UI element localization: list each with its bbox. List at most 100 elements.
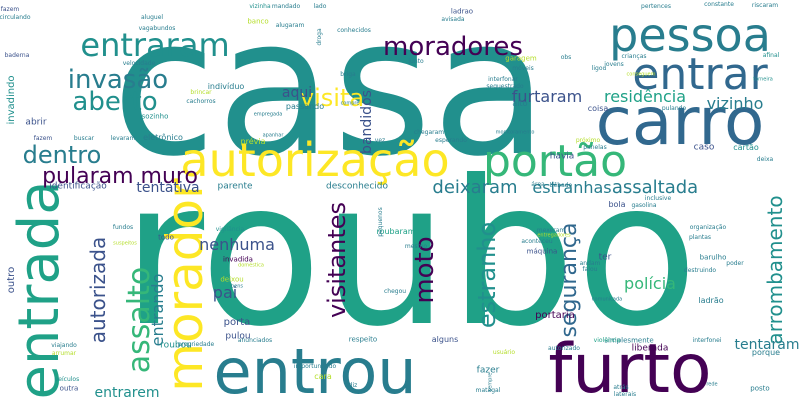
cloud-word: buscar xyxy=(73,135,95,142)
cloud-word: desconhecido xyxy=(325,181,389,192)
cloud-word: entrarem xyxy=(94,385,160,400)
cloud-word: ter xyxy=(598,252,612,263)
cloud-word: falou xyxy=(582,266,598,273)
cloud-word: furto xyxy=(548,330,712,400)
cloud-word: interfonar xyxy=(488,76,518,83)
cloud-word: levaram xyxy=(110,135,136,142)
cloud-word: pularam muro xyxy=(42,164,198,189)
cloud-word: dentro xyxy=(22,141,102,169)
cloud-word: junto xyxy=(408,58,424,65)
cloud-word: diz xyxy=(348,382,358,389)
cloud-word: móveis xyxy=(512,65,534,72)
cloud-word: invadindo xyxy=(6,75,17,125)
cloud-word: portão xyxy=(482,136,628,187)
cloud-word: pequenos xyxy=(377,207,384,237)
cloud-word: tentativa xyxy=(136,180,200,196)
cloud-word: interfonei xyxy=(692,337,722,344)
cloud-word: posto xyxy=(750,384,770,393)
cloud-word: droga xyxy=(316,28,323,46)
cloud-word: respeito xyxy=(348,335,378,344)
cloud-word: laterais xyxy=(613,391,637,398)
cloud-word: moradores xyxy=(383,32,523,62)
cloud-word: outro xyxy=(6,266,17,294)
cloud-word: pulando xyxy=(661,105,687,112)
cloud-word: plantas xyxy=(688,234,712,241)
cloud-word: importunando xyxy=(293,363,337,370)
cloud-word: vagabundos xyxy=(138,25,176,32)
cloud-word: roubo xyxy=(121,138,699,371)
cloud-word: briga xyxy=(340,71,356,78)
cloud-word: polícia xyxy=(624,274,676,293)
cloud-word: avisada xyxy=(441,16,465,23)
cloud-word: banco xyxy=(247,17,269,26)
cloud-word: inclusive xyxy=(644,195,672,202)
cloud-word: ligou xyxy=(591,65,607,72)
cloud-word: pertences xyxy=(641,3,671,10)
cloud-word: estranho xyxy=(473,221,501,329)
cloud-word: abrir xyxy=(25,117,47,128)
cloud-word: barulho xyxy=(699,253,727,262)
cloud-word: velocidade xyxy=(122,60,156,67)
cloud-word: visitantes xyxy=(323,201,351,319)
cloud-word: alugaram xyxy=(275,22,305,29)
cloud-word: torneira xyxy=(753,76,773,83)
cloud-word: cartão xyxy=(733,143,759,152)
cloud-word: bêbado xyxy=(549,182,573,189)
cloud-word: arrombamento xyxy=(763,195,787,345)
cloud-word: bandidos xyxy=(359,90,375,154)
cloud-word: aconteceu xyxy=(521,238,553,245)
cloud-word: matagal xyxy=(475,387,501,394)
cloud-word: porta xyxy=(223,317,251,328)
cloud-word: aberto xyxy=(72,87,158,117)
cloud-word: simplesmente xyxy=(604,336,654,345)
cloud-word: mexeram xyxy=(536,227,566,234)
cloud-word: bens xyxy=(230,283,244,290)
cloud-word: passando xyxy=(285,102,325,111)
cloud-word: tentaram xyxy=(734,337,800,353)
cloud-word: pulou xyxy=(225,331,251,342)
cloud-word: vizinho xyxy=(706,94,764,113)
cloud-word: poder xyxy=(726,260,744,267)
cloud-word: andam xyxy=(579,260,601,267)
cloud-word: eletrônico xyxy=(143,133,183,142)
cloud-word: aluguel xyxy=(140,14,164,21)
cloud-word: violência xyxy=(593,337,621,344)
cloud-word: nenhuma xyxy=(199,235,275,254)
cloud-word: veículos xyxy=(54,376,80,383)
cloud-word: anunciados xyxy=(237,337,273,344)
cloud-word: entrar xyxy=(632,49,768,100)
cloud-word: atrás xyxy=(613,384,629,391)
cloud-word: mesmo xyxy=(404,243,428,250)
cloud-word: panelas xyxy=(583,144,607,151)
cloud-word: monitoramento xyxy=(495,129,535,136)
cloud-word: invadida xyxy=(223,255,253,264)
cloud-word: outra xyxy=(59,384,79,393)
cloud-word: aqui xyxy=(281,85,313,101)
cloud-word: visita xyxy=(299,84,365,112)
cloud-word: estranhas xyxy=(532,178,612,197)
cloud-word: suspeitos xyxy=(113,240,137,247)
cloud-word: morador xyxy=(156,178,214,392)
cloud-word: sequestrado xyxy=(486,83,524,90)
cloud-word: chegaram xyxy=(413,129,445,136)
cloud-word: esperando xyxy=(435,137,467,144)
cloud-word: casa xyxy=(111,0,549,198)
cloud-word: entregadores xyxy=(537,232,571,239)
cloud-word: autorizado xyxy=(548,345,580,352)
cloud-word: obs xyxy=(560,54,572,61)
cloud-word: liberada xyxy=(631,343,669,354)
cloud-word: lado xyxy=(313,3,327,10)
cloud-word: furtaram xyxy=(511,87,583,106)
cloud-word: arrumar xyxy=(51,350,77,357)
cloud-word: conseguem xyxy=(626,71,656,78)
cloud-word: caso xyxy=(693,142,715,153)
cloud-word: autorização xyxy=(180,133,450,187)
cloud-word: entraram xyxy=(80,26,230,64)
cloud-word: máquina xyxy=(526,247,558,256)
cloud-word: indivíduo xyxy=(207,82,245,91)
cloud-word: gasolina xyxy=(631,202,657,209)
cloud-word: riscaram xyxy=(751,2,779,9)
cloud-word: roubou xyxy=(160,340,192,351)
cloud-word: autorizada xyxy=(86,236,110,344)
cloud-word: conhecidos xyxy=(337,27,371,34)
